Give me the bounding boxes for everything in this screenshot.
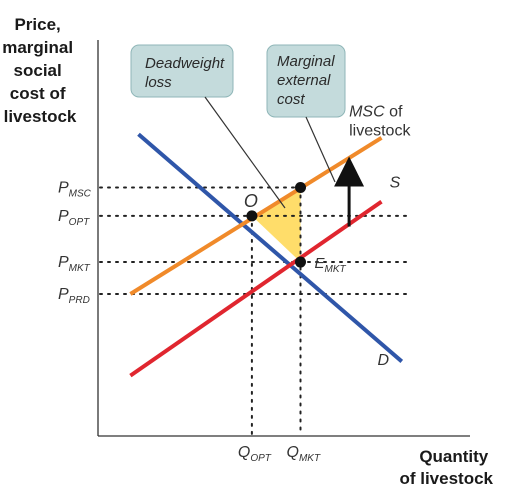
equilibrium-point xyxy=(295,256,306,268)
external-cost-leader-line xyxy=(305,116,336,183)
curve-label: S xyxy=(390,175,401,192)
deadweight-leader-line xyxy=(204,96,286,209)
curve-label: MSC of livestock xyxy=(349,104,411,140)
price-tick-label: PMKT xyxy=(58,254,91,274)
svg-text:Marginal external: Marginal external cost xyxy=(277,53,339,108)
curve-label: D xyxy=(377,352,389,369)
y-axis-title: Price, marginal social cost of livestock xyxy=(2,15,78,126)
equilibrium-point xyxy=(246,210,258,222)
quantity-tick-label: QOPT xyxy=(238,444,272,464)
plot-area: PMSC POPT PMKT PPRD QOPT QMKT O EMKT MSC of lives… xyxy=(58,40,470,464)
point-label: EMKT xyxy=(315,255,347,275)
curve-s xyxy=(129,200,383,378)
equilibrium-point xyxy=(295,182,306,193)
price-tick-label: PPRD xyxy=(58,286,90,306)
price-tick-label: POPT xyxy=(58,208,90,228)
svg-text:Deadweight loss: Deadweight loss xyxy=(145,55,228,91)
deadweight-loss-area xyxy=(251,187,301,263)
curve-d xyxy=(137,132,404,363)
quantity-tick-label: QMKT xyxy=(287,444,321,464)
point-label: O xyxy=(244,191,258,211)
callout-deadweight-loss: Deadweight loss xyxy=(130,44,234,98)
callout-marginal-external-cost: Marginal external cost xyxy=(266,44,346,118)
x-axis-title: Quantity of livestock xyxy=(399,447,493,488)
price-tick-label: PMSC xyxy=(58,180,92,200)
